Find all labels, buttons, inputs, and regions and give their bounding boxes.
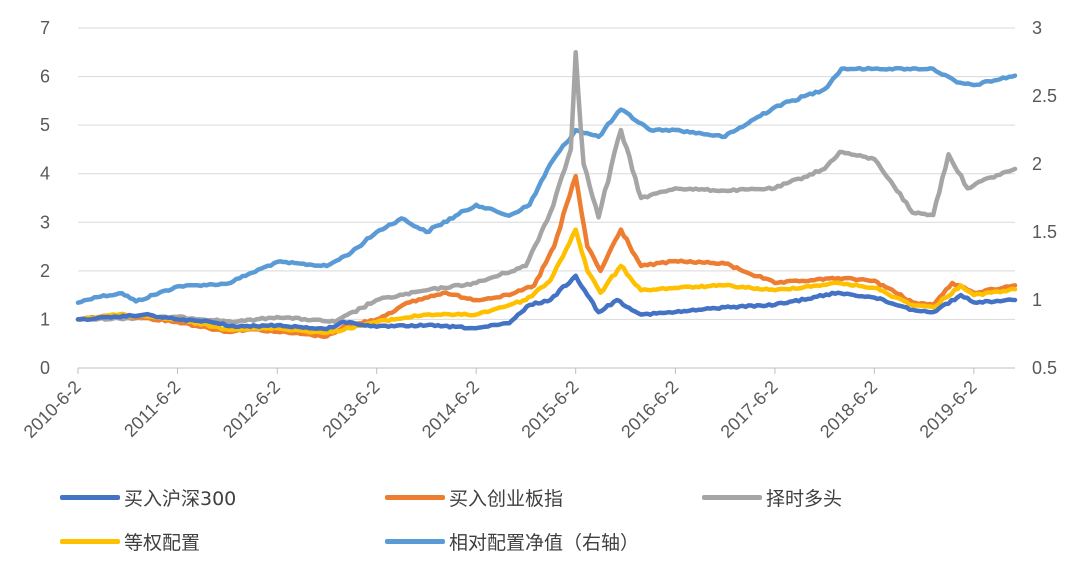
legend-label: 等权配置	[124, 532, 201, 554]
series-line	[75, 65, 1018, 305]
y-left-tick-label: 7	[40, 18, 50, 38]
x-tick-label: 2018-6-2	[816, 377, 881, 442]
y-axis-right: 0.5 1 1.5 2 2.5 3	[1032, 18, 1057, 378]
x-tick-label: 2013-6-2	[318, 377, 383, 442]
legend-swatch	[60, 495, 120, 500]
legend-label: 买入沪深300	[124, 488, 237, 510]
legend-item-chinext: 买入创业板指	[385, 484, 563, 511]
y-right-tick-label: 1.5	[1032, 222, 1057, 242]
legend-item-csi300: 买入沪深300	[60, 484, 236, 511]
legend-label: 择时多头	[766, 488, 843, 510]
x-tick-label: 2019-6-2	[916, 377, 981, 442]
y-left-tick-label: 2	[40, 261, 50, 281]
series-lines	[75, 50, 1018, 340]
gridlines	[78, 27, 1015, 369]
legend-item-relative-nav: 相对配置净值（右轴）	[385, 528, 639, 555]
y-right-tick-label: 2.5	[1032, 86, 1057, 106]
y-left-tick-label: 1	[40, 309, 50, 329]
line-chart: 2010-6-2 2011-6-2 2012-6-2 2013-6-2 2014-6-2…	[20, 18, 1057, 442]
y-right-tick-label: 2	[1032, 154, 1042, 174]
legend-item-timing-long: 择时多头	[702, 484, 842, 511]
legend-item-equal-weight: 等权配置	[60, 528, 200, 555]
y-right-tick-label: 0.5	[1032, 358, 1057, 378]
y-left-tick-label: 6	[40, 67, 50, 87]
x-tick-label: 2010-6-2	[20, 377, 85, 442]
series-line	[75, 227, 1018, 336]
x-tick-label: 2017-6-2	[717, 377, 782, 442]
series-line	[75, 273, 1018, 332]
y-right-tick-label: 1	[1032, 290, 1042, 310]
y-left-tick-label: 4	[40, 164, 50, 184]
series-line	[75, 50, 1018, 325]
y-right-tick-label: 3	[1032, 18, 1042, 38]
legend-swatch	[702, 495, 762, 500]
x-tick-label: 2015-6-2	[517, 377, 582, 442]
legend-swatch	[60, 539, 120, 544]
legend-swatch	[385, 495, 445, 500]
x-tick-label: 2012-6-2	[219, 377, 284, 442]
y-axis-left: 0 1 2 3 4 5 6 7	[40, 18, 50, 378]
y-left-tick-label: 5	[40, 115, 50, 135]
x-tick-label: 2014-6-2	[418, 377, 483, 442]
x-axis: 2010-6-2 2011-6-2 2012-6-2 2013-6-2 2014-6-2…	[20, 367, 1015, 442]
x-tick-label: 2016-6-2	[617, 377, 682, 442]
y-left-tick-label: 3	[40, 212, 50, 232]
series-line	[75, 173, 1018, 340]
y-left-tick-label: 0	[40, 358, 50, 378]
legend-label: 买入创业板指	[449, 488, 564, 510]
x-tick-label: 2011-6-2	[120, 377, 184, 441]
legend-swatch	[385, 539, 445, 544]
legend-label: 相对配置净值（右轴）	[449, 532, 640, 554]
